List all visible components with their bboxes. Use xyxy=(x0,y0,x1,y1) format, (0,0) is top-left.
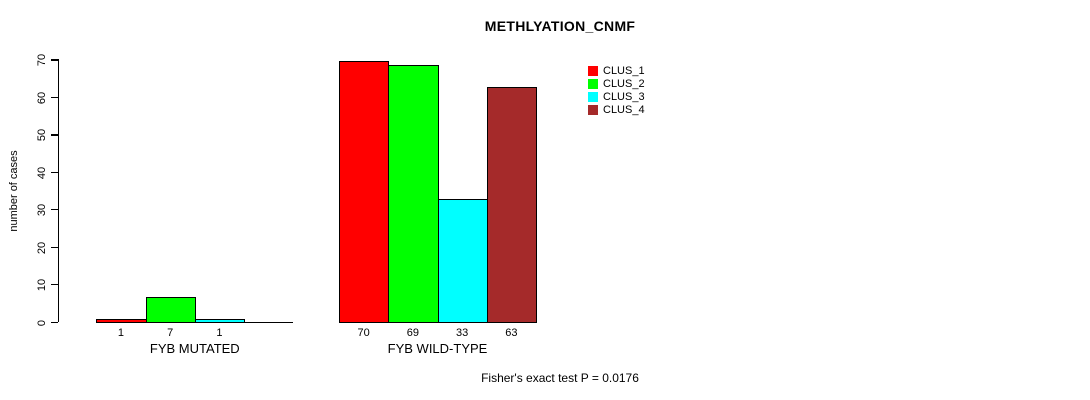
bar-clus-1-fyb-wild-type xyxy=(339,60,390,323)
bar-clus-1-fyb-mutated xyxy=(96,319,147,323)
y-axis-tick-label: 0 xyxy=(36,319,48,326)
bar-value-label: 70 xyxy=(357,327,370,339)
y-axis-tick xyxy=(51,59,58,61)
legend-swatch-clus-4 xyxy=(588,105,598,116)
y-axis-tick xyxy=(51,209,58,211)
legend-label: CLUS_2 xyxy=(603,77,645,90)
y-axis-tick xyxy=(51,284,58,286)
legend-item: CLUS_2 xyxy=(588,77,645,90)
y-axis-tick-label: 30 xyxy=(36,204,48,217)
bar-value-label: 1 xyxy=(117,327,124,339)
y-axis-tick-label: 10 xyxy=(36,278,48,292)
legend-label: CLUS_3 xyxy=(603,90,645,103)
y-axis-tick-label: 20 xyxy=(36,241,48,254)
bar-clus-4-fyb-wild-type xyxy=(486,87,537,323)
y-axis-tick xyxy=(51,134,58,136)
legend-label: CLUS_4 xyxy=(603,104,645,117)
y-axis-tick xyxy=(51,321,58,323)
bar-value-label: 1 xyxy=(216,327,223,339)
bar-clus-2-fyb-wild-type xyxy=(388,64,439,323)
y-axis-tick xyxy=(51,96,58,99)
y-axis-label: number of cases xyxy=(8,150,20,232)
chart-title: METHLYATION_CNMF xyxy=(484,18,636,34)
bar-value-label: 63 xyxy=(505,327,518,339)
bar-value-label: 33 xyxy=(456,327,469,339)
legend-item: CLUS_3 xyxy=(588,90,645,103)
bar-clus-3-fyb-mutated xyxy=(194,319,246,323)
x-axis-group-label: FYB WILD-TYPE xyxy=(387,341,488,356)
legend: CLUS_1 CLUS_2 CLUS_3 CLUS_4 xyxy=(588,64,645,117)
x-axis-group-label: FYB MUTATED xyxy=(149,341,240,356)
y-axis-line xyxy=(58,59,60,322)
legend-swatch-clus-3 xyxy=(588,91,598,102)
y-axis-tick xyxy=(51,246,58,248)
legend-item: CLUS_4 xyxy=(588,104,645,117)
legend-swatch-clus-2 xyxy=(588,78,598,89)
y-axis-tick-label: 40 xyxy=(36,166,48,179)
bar-clus-2-fyb-mutated xyxy=(145,296,196,323)
bar-value-label: 7 xyxy=(167,327,174,339)
legend-label: CLUS_1 xyxy=(603,64,645,77)
y-axis-tick-label: 50 xyxy=(36,129,48,142)
y-axis-tick xyxy=(51,171,58,173)
fisher-test-annotation: Fisher's exact test P = 0.0176 xyxy=(481,371,639,385)
bar-clus-3-fyb-wild-type xyxy=(437,199,488,323)
bar-value-label: 69 xyxy=(406,327,419,339)
legend-swatch-clus-1 xyxy=(588,65,598,76)
y-axis-tick-label: 70 xyxy=(36,54,48,67)
legend-item: CLUS_1 xyxy=(588,64,645,77)
y-axis-tick-label: 60 xyxy=(36,91,48,105)
